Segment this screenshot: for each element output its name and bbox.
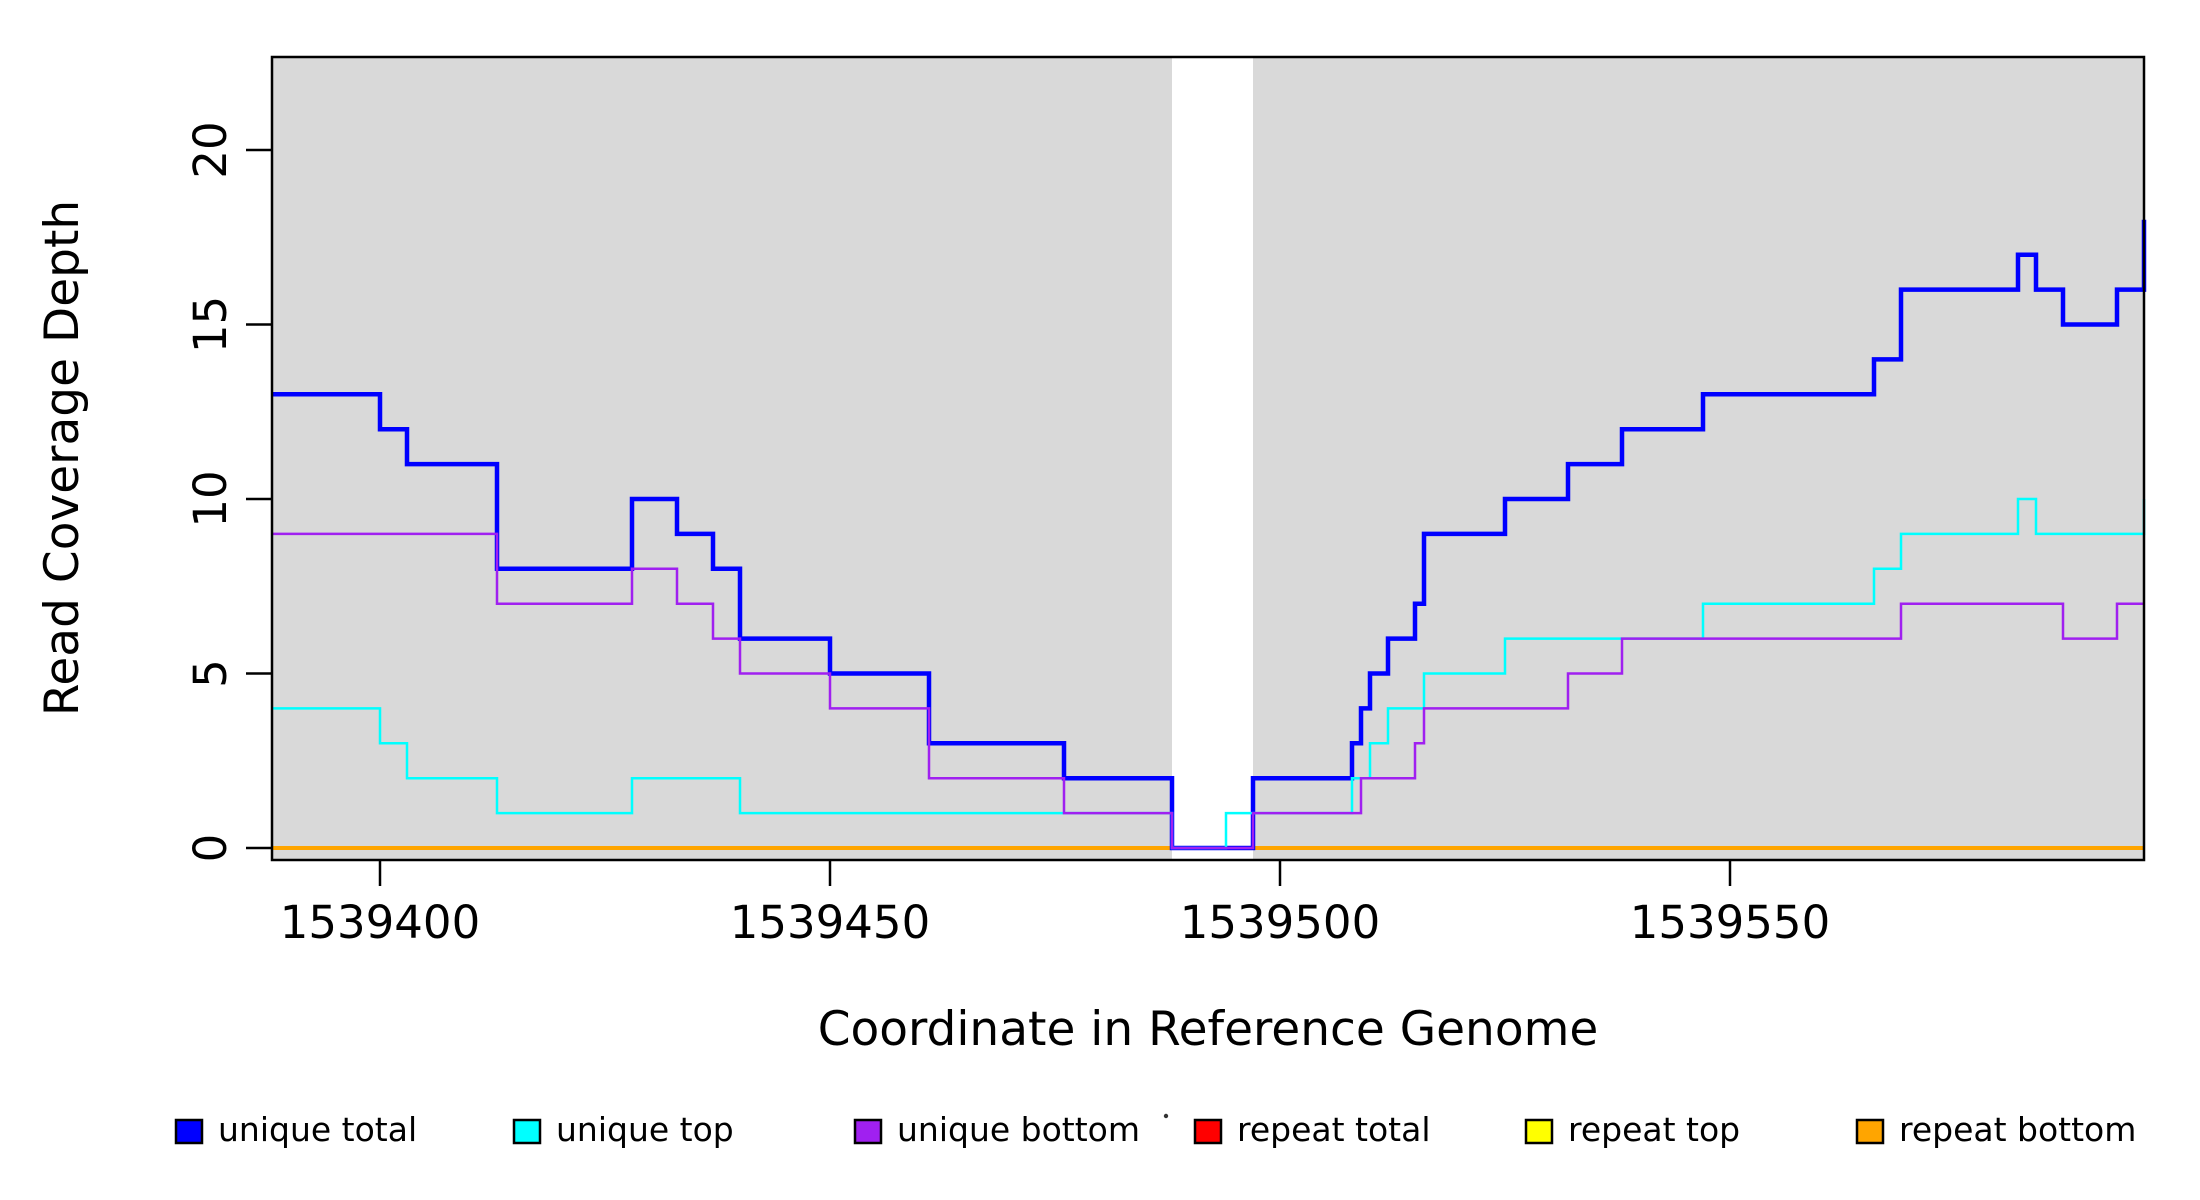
legend-item: unique top bbox=[512, 1110, 734, 1149]
legend-item: repeat top bbox=[1524, 1110, 1740, 1149]
legend-item-label: unique bottom bbox=[897, 1110, 1140, 1149]
legend-item: unique bottom bbox=[853, 1110, 1140, 1149]
y-tick-label: 10 bbox=[184, 470, 237, 527]
y-tick-label: 15 bbox=[184, 296, 237, 353]
legend-swatch bbox=[512, 1118, 542, 1145]
y-tick-label: 0 bbox=[184, 834, 237, 863]
legend-item-label: unique total bbox=[218, 1110, 417, 1149]
legend-item-label: repeat bottom bbox=[1899, 1110, 2136, 1149]
plot-panel bbox=[272, 57, 2144, 860]
legend-swatch bbox=[1193, 1118, 1223, 1145]
legend-swatch bbox=[853, 1118, 883, 1145]
series-unique-bottom bbox=[272, 532, 2144, 850]
y-axis-title: Read Coverage Depth bbox=[35, 200, 90, 716]
plot-frame bbox=[270, 55, 2146, 862]
series-unique-top bbox=[272, 497, 2146, 850]
y-tick-label: 20 bbox=[184, 121, 237, 178]
highlight-band bbox=[1172, 57, 1253, 860]
legend: unique total unique top unique bottom repea… bbox=[174, 1110, 2136, 1149]
y-tick-label: 5 bbox=[184, 659, 237, 688]
x-tick-label: 1539400 bbox=[280, 896, 480, 949]
series-unique-total bbox=[272, 219, 2147, 851]
x-tick-label: 1539550 bbox=[1630, 896, 1830, 949]
legend-swatch bbox=[1855, 1118, 1885, 1145]
series-layer bbox=[272, 219, 2147, 851]
legend-item: repeat total bbox=[1193, 1110, 1431, 1149]
legend-swatch bbox=[1524, 1118, 1554, 1145]
legend-item-label: repeat top bbox=[1568, 1110, 1740, 1149]
legend-item: repeat bottom bbox=[1855, 1110, 2136, 1149]
stray-mark bbox=[1163, 1113, 1169, 1119]
legend-item-label: repeat total bbox=[1237, 1110, 1431, 1149]
x-tick-label: 1539450 bbox=[730, 896, 930, 949]
axes-layer: 1539400 1539450 1539500 1539550 0 5 10 15 20 bbox=[184, 55, 2146, 949]
legend-swatch bbox=[174, 1118, 204, 1145]
x-axis-title: Coordinate in Reference Genome bbox=[818, 1002, 1599, 1057]
legend-item-label: unique top bbox=[556, 1110, 734, 1149]
x-tick-label: 1539500 bbox=[1180, 896, 1380, 949]
legend-item: unique total bbox=[174, 1110, 417, 1149]
